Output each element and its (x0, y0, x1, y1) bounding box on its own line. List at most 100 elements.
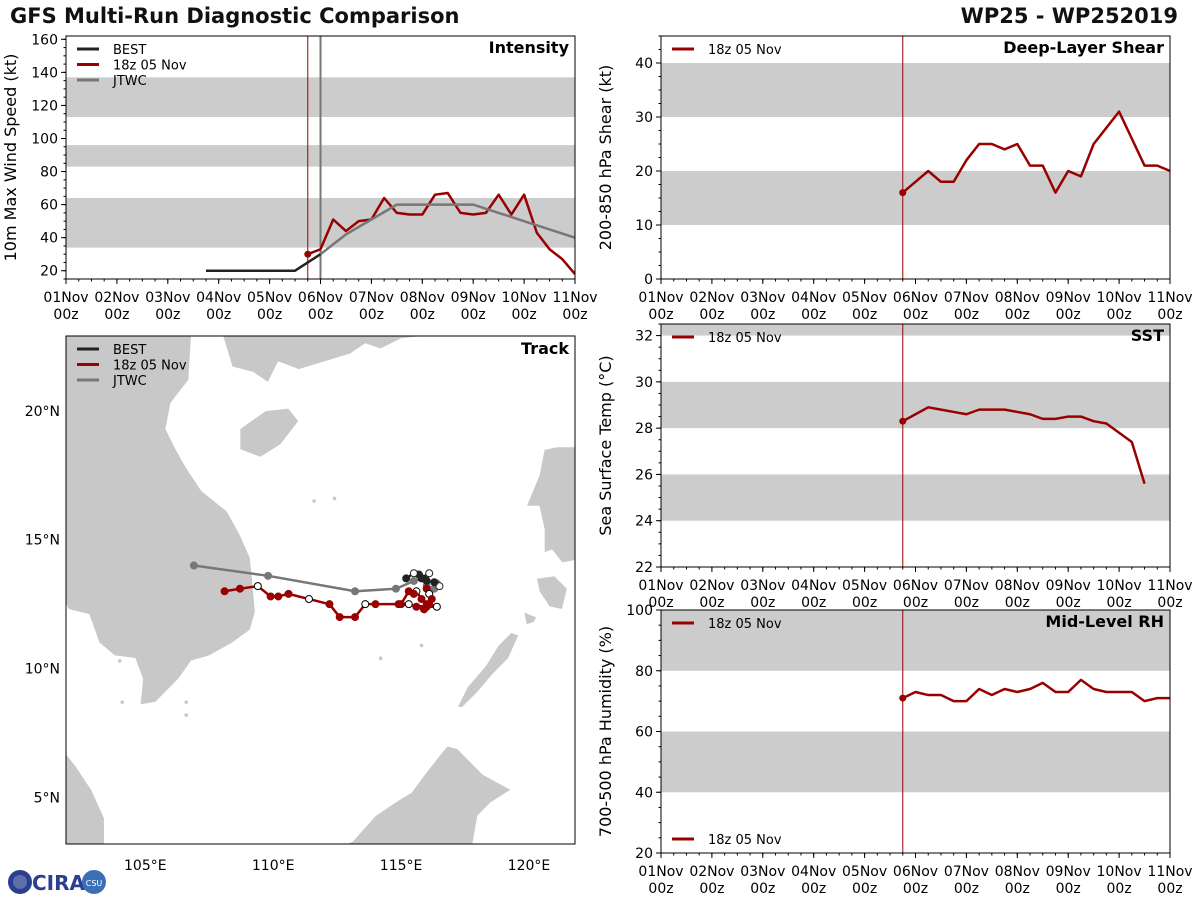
small-island (117, 658, 123, 664)
x-tick-label: 05Nov (247, 290, 292, 306)
y-tick-label: 20 (635, 846, 653, 862)
x-tick-label: 00z (155, 307, 180, 323)
lon-tick-label: 115°E (380, 858, 423, 874)
track-point (430, 578, 439, 587)
y-tick-label: 100 (626, 603, 653, 619)
x-tick-label: 00z (1056, 881, 1081, 897)
track-point (412, 602, 421, 611)
track-point (304, 595, 313, 604)
x-tick-label: 06Nov (893, 864, 938, 880)
x-tick-label: 11Nov (1147, 578, 1192, 594)
x-tick-label: 04Nov (196, 290, 241, 306)
track-point (266, 592, 275, 601)
band (661, 731, 1170, 793)
track-point (371, 600, 380, 609)
legend-label: 18z 05 Nov (708, 833, 782, 848)
y-tick-label: 30 (635, 375, 653, 391)
track-point (284, 589, 293, 598)
x-tick-label: 05Nov (842, 290, 887, 306)
x-tick-label: 00z (1107, 595, 1132, 611)
legend-label: 18z 05 Nov (708, 617, 782, 632)
track-point (417, 595, 426, 604)
x-tick-label: 00z (1157, 595, 1182, 611)
palawan-land (456, 632, 520, 708)
initial-point-marker (899, 694, 907, 702)
track-point (351, 587, 360, 596)
panel-intensity: 2040608010012014016001Nov00z02Nov00z03No… (1, 32, 598, 323)
x-tick-label: 00z (410, 307, 435, 323)
track-point (409, 576, 418, 585)
x-tick-label: 00z (903, 881, 928, 897)
x-tick-label: 00z (308, 307, 333, 323)
x-tick-label: 00z (461, 307, 486, 323)
track-point (220, 587, 229, 596)
x-tick-label: 00z (852, 881, 877, 897)
y-tick-label: 32 (635, 329, 653, 345)
calamian-land (523, 611, 538, 626)
y-tick-label: 24 (635, 514, 653, 530)
malay-peninsula (66, 753, 105, 844)
track-point (425, 569, 434, 578)
lat-tick-label: 5°N (34, 791, 60, 807)
lon-tick-label: 120°E (508, 858, 551, 874)
x-tick-label: 06Nov (893, 578, 938, 594)
x-tick-label: 00z (1005, 881, 1030, 897)
x-tick-label: 03Nov (740, 864, 785, 880)
y-tick-label: 10 (635, 218, 653, 234)
initial-point-marker (304, 250, 312, 258)
x-tick-label: 05Nov (842, 864, 887, 880)
x-tick-label: 04Nov (791, 864, 836, 880)
x-tick-label: 00z (750, 307, 775, 323)
x-tick-label: 02Nov (689, 864, 734, 880)
legend-label: JTWC (112, 374, 147, 389)
track-point (264, 571, 273, 580)
small-island (183, 712, 189, 718)
track-point (432, 602, 441, 611)
x-tick-label: 07Nov (944, 864, 989, 880)
y-axis-label: 200-850 hPa Shear (kt) (596, 65, 615, 251)
small-island (418, 642, 425, 649)
x-tick-label: 00z (801, 595, 826, 611)
track-point (361, 600, 370, 609)
x-tick-label: 01Nov (638, 864, 683, 880)
x-tick-label: 00z (852, 307, 877, 323)
y-axis-label: 700-500 hPa Humidity (%) (596, 626, 615, 837)
storm-id: WP25 - WP252019 (960, 4, 1178, 28)
hainan-island (239, 407, 300, 458)
x-tick-label: 00z (1107, 307, 1132, 323)
track-point (274, 592, 283, 601)
x-tick-label: 02Nov (689, 290, 734, 306)
x-tick-label: 01Nov (43, 290, 88, 306)
x-tick-label: 07Nov (349, 290, 394, 306)
y-tick-label: 22 (635, 560, 653, 576)
y-tick-label: 60 (40, 198, 58, 214)
y-tick-label: 20 (635, 164, 653, 180)
figure-title: GFS Multi-Run Diagnostic Comparison (10, 4, 460, 28)
x-tick-label: 01Nov (638, 290, 683, 306)
y-tick-label: 28 (635, 421, 653, 437)
vietnam-land (66, 336, 256, 706)
panel-title: Track (521, 339, 569, 358)
lon-tick-label: 110°E (252, 858, 295, 874)
x-tick-label: 00z (801, 307, 826, 323)
series-line-18z-05-nov (902, 406, 1146, 485)
x-tick-label: 00z (562, 307, 587, 323)
small-island (311, 498, 317, 504)
band (661, 63, 1170, 117)
y-tick-label: 120 (31, 98, 58, 114)
x-tick-label: 07Nov (944, 290, 989, 306)
y-tick-label: 40 (635, 785, 653, 801)
lat-tick-label: 10°N (25, 662, 60, 678)
x-tick-label: 09Nov (1046, 578, 1091, 594)
x-tick-label: 03Nov (145, 290, 190, 306)
x-tick-label: 00z (699, 881, 724, 897)
x-tick-label: 02Nov (689, 578, 734, 594)
x-tick-label: 05Nov (842, 578, 887, 594)
legend-label: JTWC (112, 74, 147, 89)
y-tick-label: 80 (635, 664, 653, 680)
x-tick-label: 00z (359, 307, 384, 323)
y-tick-label: 160 (31, 32, 58, 48)
x-tick-label: 00z (903, 307, 928, 323)
track-point (351, 613, 360, 622)
series-line-18z-05-nov (307, 191, 575, 275)
